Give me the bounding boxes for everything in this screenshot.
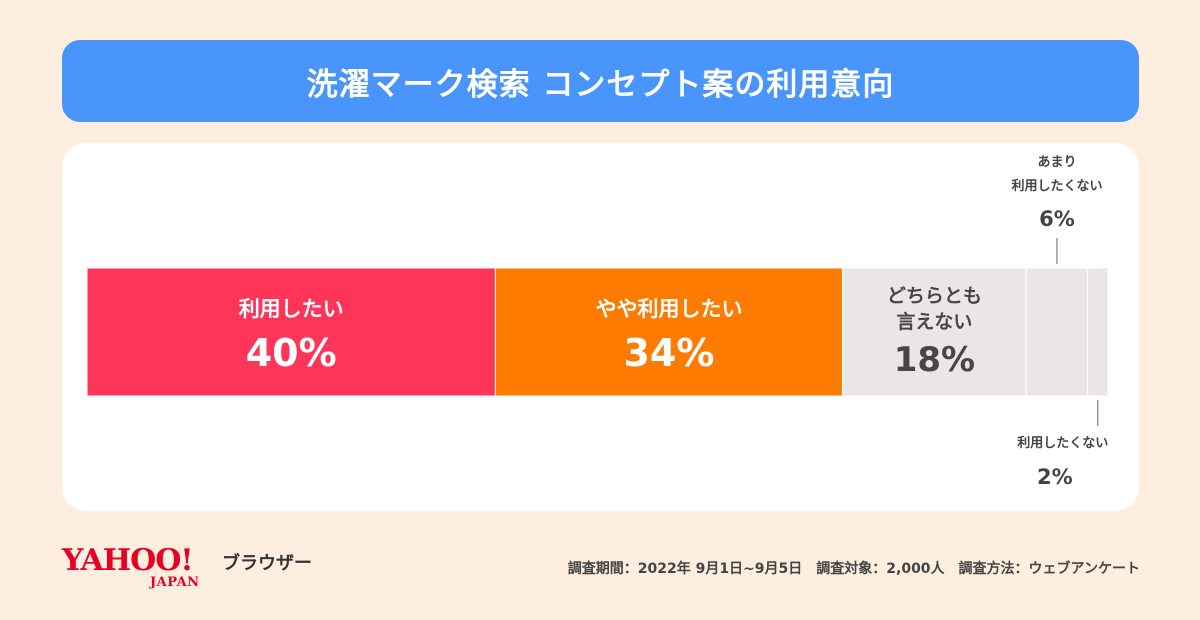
bar-segment-2 [494, 267, 844, 397]
title-banner: 洗濯マーク検索 コンセプト案の利用意向 [62, 40, 1139, 122]
value-label-2: 34% [623, 331, 714, 375]
logo-yahoo-text: YAHOO! [62, 543, 194, 578]
category-label-4-line-2: 利用したくない [1011, 178, 1102, 194]
chart-card: 利用したい 40% やや利用したい 34% どちらとも言えない 18% あまり利用したくない… [62, 143, 1139, 511]
value-label-3: 18% [894, 340, 975, 380]
bar-segment-1 [86, 267, 496, 397]
bar-segment-4 [1025, 267, 1089, 397]
yahoo-browser-logo: YAHOO! JAPAN ブラウザー [62, 545, 332, 595]
category-label-4-line-1: あまり [1037, 155, 1076, 170]
bar-segment-5 [1087, 267, 1109, 397]
value-label-1: 40% [246, 331, 337, 375]
value-label-5: 2% [1037, 465, 1073, 489]
bar-segment-3 [842, 267, 1027, 397]
survey-note: 調査期間：2022年 9月1日~9月5日 調査対象：2,000人 調査方法：ウェ… [567, 561, 1140, 577]
chart-title: 洗濯マーク検索 コンセプト案の利用意向 [306, 66, 895, 103]
logo-japan-text: JAPAN [150, 575, 200, 590]
logo-product-text: ブラウザー [222, 553, 312, 574]
category-label-3-line-2: 言えない [896, 310, 972, 333]
category-label-3-line-1: どちらとも [887, 285, 982, 307]
category-label-5: 利用したくない [1017, 435, 1108, 451]
category-label-2: やや利用したい [595, 297, 742, 321]
category-label-1: 利用したい [239, 297, 344, 321]
value-label-4: 6% [1039, 207, 1075, 231]
